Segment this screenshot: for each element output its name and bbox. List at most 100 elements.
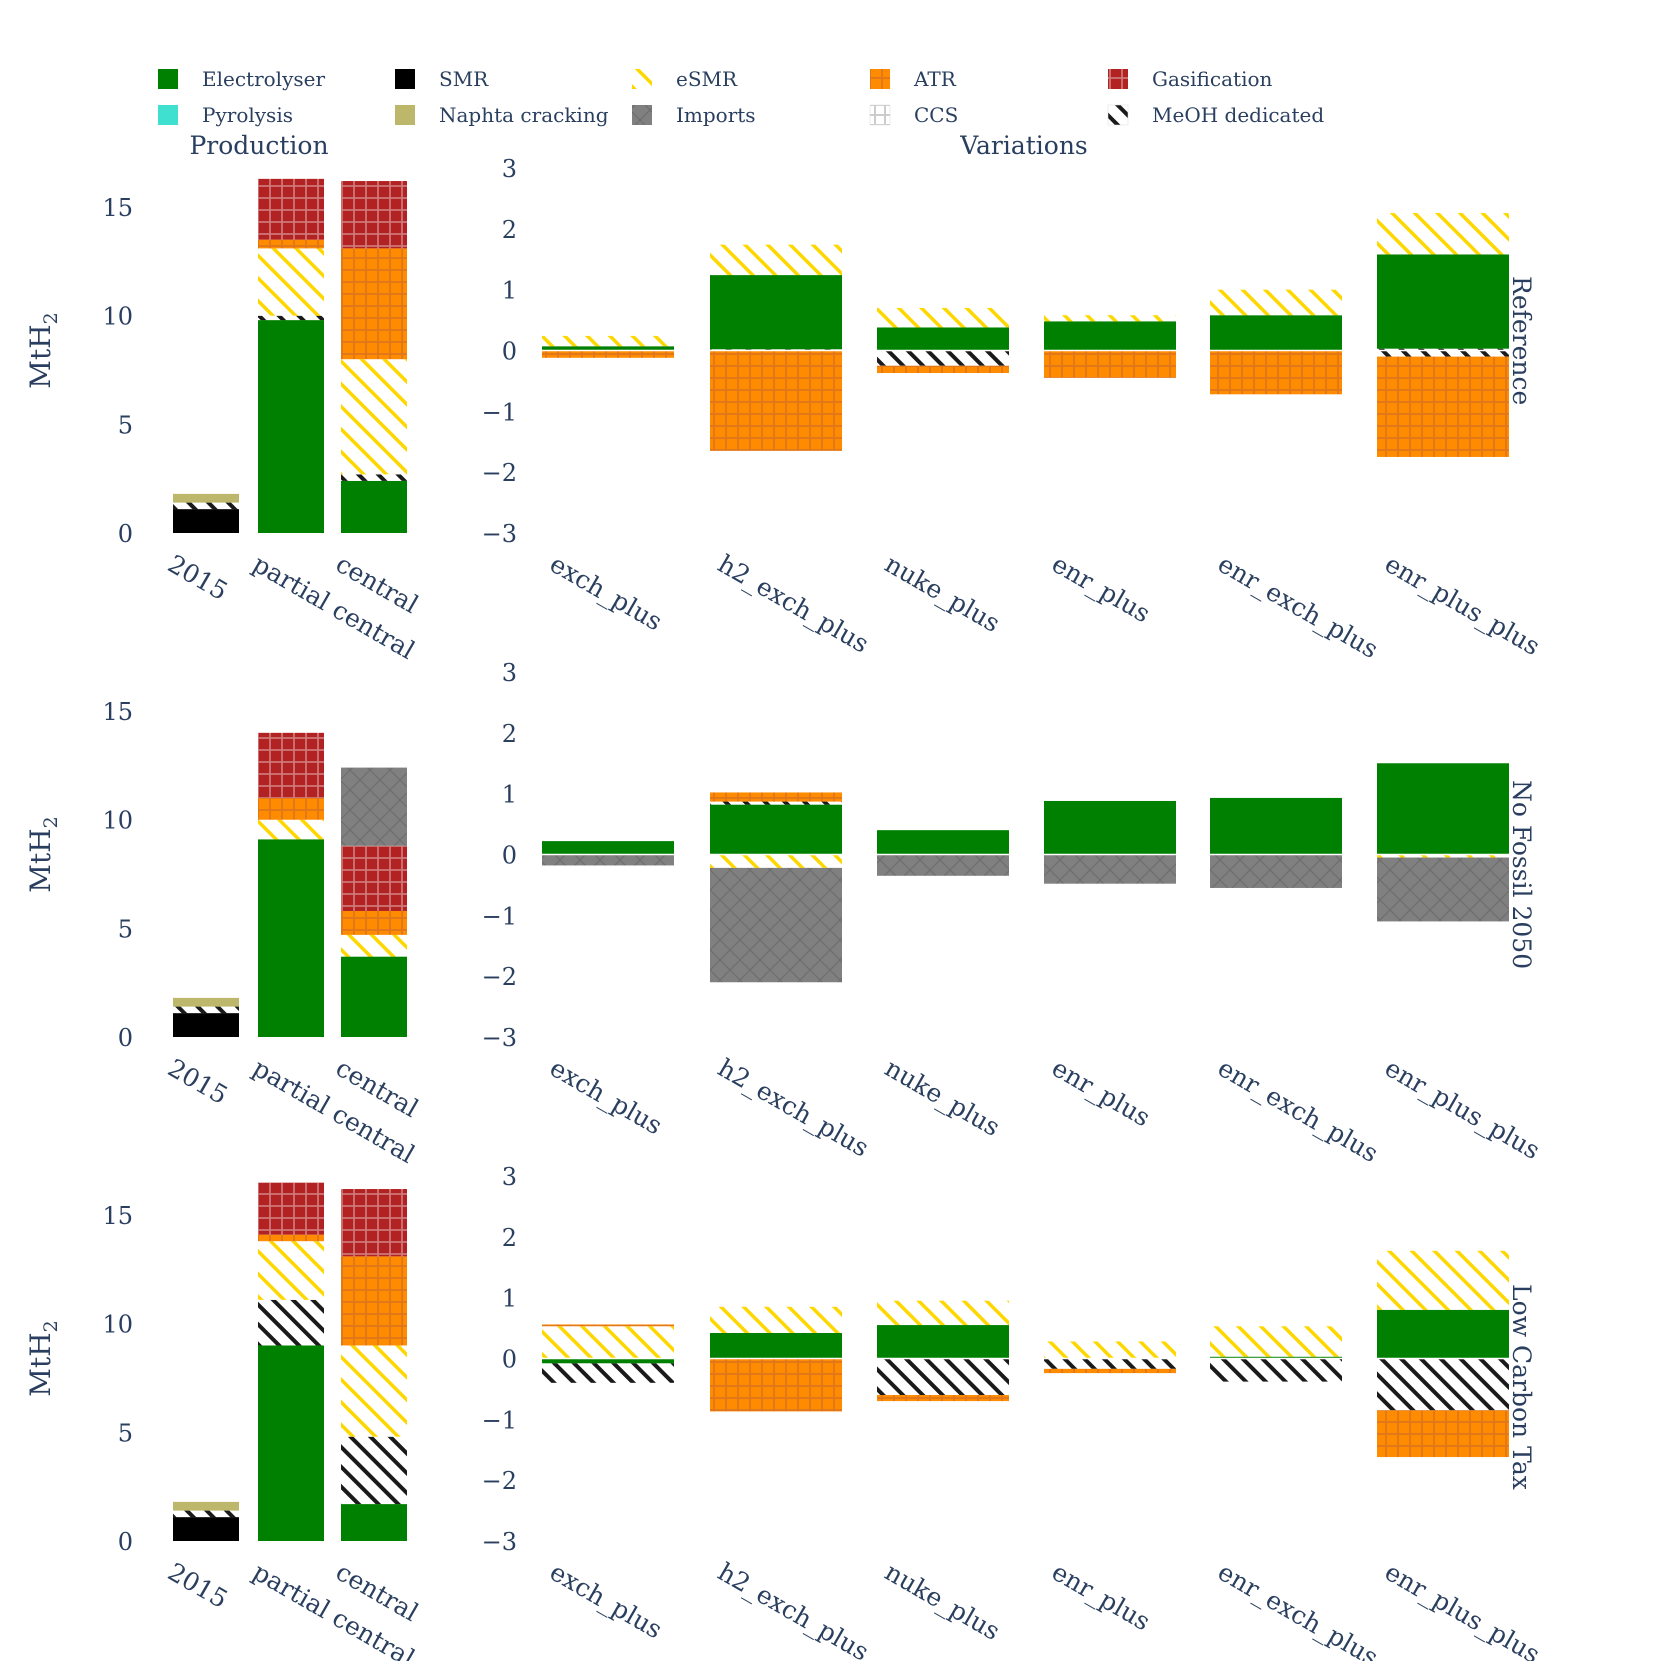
variation-segment-electrolyser [1210,315,1342,351]
production-segment-esmr [258,1241,324,1300]
variations-y-tick: 1 [502,781,517,809]
production-segment-naphta [173,1501,239,1511]
legend-swatch-gasification [1108,69,1128,89]
variation-segment-esmr [710,854,842,868]
variations-y-tick: 1 [502,1285,517,1313]
legend-label-electrolyser: Electrolyser [202,67,325,91]
legend-item-gasification[interactable]: Gasification [1108,67,1273,91]
variation-segment-meoh [710,801,842,805]
production-category-label: 2015 [163,1053,233,1110]
variation-segment-esmr [1210,289,1342,316]
variation-segment-esmr [1044,315,1176,322]
variations-y-tick: −2 [482,963,517,991]
production-segment-gasification [341,845,407,911]
variation-segment-esmr [1377,1250,1509,1310]
variation-segment-atr [1044,350,1176,378]
row-label: Reference [1507,276,1536,405]
legend-label-naphta: Naphta cracking [439,103,609,127]
variations-category-label: enr_exch_plus [1213,549,1383,664]
variations-y-tick: 1 [502,277,517,305]
y-axis-label-subscript: 2 [40,312,62,324]
variation-segment-atr [877,365,1009,374]
variation-segment-imports [1044,854,1176,884]
variations-category-label: exch_plus [545,1557,667,1644]
legend-swatch-atr [870,69,890,89]
legend-item-esmr[interactable]: eSMR [632,67,738,91]
variation-segment-imports [710,867,842,983]
legend-label-atr: ATR [913,67,957,91]
variation-segment-esmr [1377,213,1509,255]
variation-segment-meoh [1377,348,1509,351]
production-segment-esmr [341,934,407,957]
legend-item-ccs[interactable]: CCS [869,103,958,127]
production-segment-atr [341,1256,407,1346]
variation-segment-meoh [1044,1358,1176,1369]
legend-item-smr[interactable]: SMR [395,67,489,91]
variations-title: Variations [959,131,1088,160]
variation-segment-electrolyser [877,327,1009,351]
variations-category-label: nuke_plus [880,549,1005,638]
production-title: Production [189,131,328,160]
variation-segment-atr [1044,1368,1176,1374]
variations-category-label: enr_exch_plus [1213,1053,1383,1168]
variations-category-label: h2_exch_plus [713,1557,874,1661]
variation-segment-esmr [1210,1326,1342,1357]
production-segment-meoh [258,315,324,321]
variations-y-tick: 3 [502,155,517,183]
legend-item-meoh[interactable]: MeOH dedicated [1107,103,1324,127]
legend-swatch-smr [395,69,415,89]
variations-category-label: enr_exch_plus [1213,1557,1383,1661]
variation-segment-esmr [877,307,1009,328]
legend-item-imports[interactable]: Imports [632,103,756,127]
y-axis-label-subscript: 2 [40,1320,62,1332]
legend-item-atr[interactable]: ATR [870,67,957,91]
variation-segment-atr [1377,356,1509,457]
production-segment-gasification [258,178,324,240]
y-axis-label-main: MtH [24,828,57,892]
variation-segment-imports [877,854,1009,876]
production-y-tick: 5 [118,411,133,439]
variations-y-tick: −2 [482,459,517,487]
variations-category-label: exch_plus [545,549,667,636]
production-segment-smr [173,1517,239,1541]
production-segment-meoh [341,474,407,481]
legend-swatch-esmr [632,69,652,89]
variation-segment-electrolyser [877,830,1009,855]
variation-segment-electrolyser [1044,321,1176,351]
production-segment-atr [258,798,324,820]
variations-y-tick: 2 [502,216,517,244]
row-label: Low Carbon Tax [1507,1284,1536,1490]
variations-chart: −3 −2 −1 0 1 2 3 exch_plus h2_exch_plus nuke_plus… [482,155,1545,664]
variations-y-tick: 0 [502,338,517,366]
production-segment-electrolyser [341,480,407,533]
variation-segment-atr [710,792,842,802]
variation-segment-electrolyser [542,346,674,351]
legend-label-gasification: Gasification [1152,67,1273,91]
variation-segment-electrolyser [710,275,842,350]
production-segment-electrolyser [258,839,324,1037]
production-category-label: 2015 [163,1557,233,1614]
variation-segment-atr [1377,1410,1509,1458]
production-segment-electrolyser [258,320,324,533]
variation-segment-esmr [710,1306,842,1333]
production-y-tick: 0 [118,520,133,548]
variations-category-label: enr_plus_plus [1380,549,1545,661]
variations-y-tick: 3 [502,659,517,687]
variation-segment-electrolyser [1377,1309,1509,1359]
production-segment-esmr [258,819,324,840]
production-segment-atr [258,1234,324,1242]
legend-item-electrolyser[interactable]: Electrolyser [158,67,325,91]
production-segment-meoh [341,1436,407,1505]
legend-label-esmr: eSMR [676,67,738,91]
legend-label-imports: Imports [676,103,756,127]
variation-segment-meoh [1377,350,1509,357]
variation-segment-electrolyser [1210,797,1342,855]
variation-segment-electrolyser [542,841,674,855]
variations-y-tick: −3 [482,1024,517,1052]
legend-item-pyrolysis[interactable]: Pyrolysis [158,103,293,127]
legend-item-naphta[interactable]: Naphta cracking [395,103,609,127]
variation-segment-esmr [542,1326,674,1359]
